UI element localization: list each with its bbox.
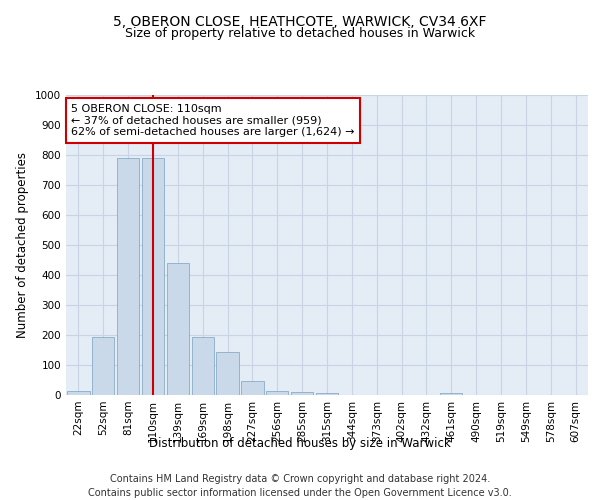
Bar xyxy=(316,392,338,395)
Text: 5, OBERON CLOSE, HEATHCOTE, WARWICK, CV34 6XF: 5, OBERON CLOSE, HEATHCOTE, WARWICK, CV3… xyxy=(113,15,487,29)
Y-axis label: Number of detached properties: Number of detached properties xyxy=(16,152,29,338)
Bar xyxy=(92,337,115,395)
Text: 5 OBERON CLOSE: 110sqm
← 37% of detached houses are smaller (959)
62% of semi-de: 5 OBERON CLOSE: 110sqm ← 37% of detached… xyxy=(71,104,355,137)
Text: Size of property relative to detached houses in Warwick: Size of property relative to detached ho… xyxy=(125,28,475,40)
Bar xyxy=(191,337,214,395)
Text: Distribution of detached houses by size in Warwick: Distribution of detached houses by size … xyxy=(149,438,451,450)
Bar xyxy=(217,352,239,395)
Bar xyxy=(142,158,164,395)
Bar xyxy=(291,392,313,395)
Text: Contains HM Land Registry data © Crown copyright and database right 2024.
Contai: Contains HM Land Registry data © Crown c… xyxy=(88,474,512,498)
Bar xyxy=(241,381,263,395)
Bar xyxy=(440,392,463,395)
Bar xyxy=(67,390,89,395)
Bar xyxy=(117,158,139,395)
Bar xyxy=(266,391,289,395)
Bar xyxy=(167,263,189,395)
